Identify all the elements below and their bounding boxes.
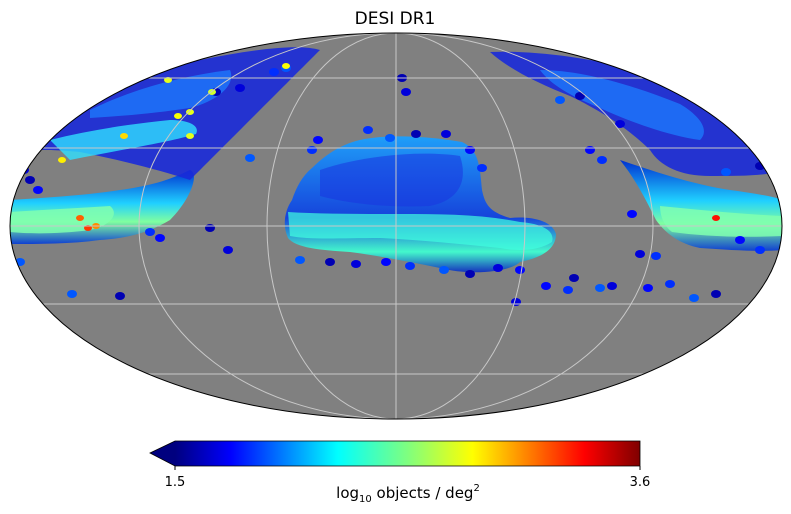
colorbar-label-rest: objects / deg xyxy=(372,484,474,502)
survey-tile xyxy=(295,256,305,264)
region-ngc-core xyxy=(320,153,463,207)
survey-tile xyxy=(635,250,645,258)
survey-tile xyxy=(351,260,361,268)
survey-tile xyxy=(115,292,125,300)
survey-tile xyxy=(643,284,653,292)
survey-tile xyxy=(401,88,411,96)
survey-tile xyxy=(313,136,323,144)
hot-spot-tile xyxy=(208,89,216,95)
survey-tile xyxy=(25,176,35,184)
survey-tile xyxy=(511,298,521,306)
survey-tile xyxy=(269,68,279,76)
survey-tile xyxy=(555,96,565,104)
survey-tile xyxy=(245,154,255,162)
survey-tile xyxy=(595,284,605,292)
survey-tile xyxy=(493,264,503,272)
survey-tile xyxy=(205,224,215,232)
region-north-cap-left-inner xyxy=(90,70,232,118)
survey-tile xyxy=(477,164,487,172)
survey-tile xyxy=(615,120,625,128)
survey-tile xyxy=(33,186,43,194)
survey-tile xyxy=(735,236,745,244)
survey-tile xyxy=(67,290,77,298)
colorbar-label-main: log xyxy=(336,484,359,502)
chart-title: DESI DR1 xyxy=(355,9,436,29)
meridian-ellipse xyxy=(138,33,654,419)
survey-tile xyxy=(755,246,765,254)
sky-map xyxy=(9,32,783,420)
survey-tile xyxy=(575,92,585,100)
density-layer xyxy=(10,47,782,306)
region-sgc-right-bright xyxy=(660,206,782,237)
survey-tile xyxy=(307,146,317,154)
hot-spot-tile xyxy=(712,215,720,221)
survey-tile xyxy=(665,280,675,288)
region-ngc-dense-band xyxy=(288,212,553,250)
survey-tile xyxy=(541,282,551,290)
survey-tile xyxy=(585,146,595,154)
colorbar-min-label: 1.5 xyxy=(165,475,186,490)
survey-tile xyxy=(755,162,765,170)
survey-tile xyxy=(381,258,391,266)
survey-tile xyxy=(627,210,637,218)
colorbar-label: log10 objects / deg2 xyxy=(336,483,480,505)
survey-tile xyxy=(439,266,449,274)
survey-tile xyxy=(363,126,373,134)
hot-spot-tile xyxy=(120,133,128,139)
hot-spot-tile xyxy=(76,215,84,221)
colorbar-label-superscript: 2 xyxy=(473,483,479,494)
colorbar: 1.5 3.6 log10 objects / deg2 xyxy=(149,440,651,505)
survey-tile xyxy=(711,290,721,298)
region-north-cap-left-strip xyxy=(50,120,197,160)
region-north-cap-right-inner xyxy=(540,70,704,140)
colorbar-label-subscript: 10 xyxy=(359,494,372,505)
survey-tile xyxy=(569,274,579,282)
survey-tile xyxy=(325,258,335,266)
survey-tile xyxy=(145,228,155,236)
survey-tile xyxy=(721,168,731,176)
survey-tile xyxy=(563,286,573,294)
survey-tile xyxy=(235,84,245,92)
colorbar-max-label: 3.6 xyxy=(630,475,651,490)
survey-tile xyxy=(405,262,415,270)
survey-tile xyxy=(385,134,395,142)
survey-tile xyxy=(19,166,29,174)
survey-tile xyxy=(465,270,475,278)
hot-spot-tile xyxy=(186,133,194,139)
survey-tile xyxy=(223,246,233,254)
map-outline xyxy=(9,32,783,420)
survey-tile xyxy=(155,234,165,242)
survey-tile xyxy=(651,252,661,260)
colorbar-extend-arrow xyxy=(150,441,175,466)
survey-tile xyxy=(515,266,525,274)
hot-spot-tile xyxy=(282,63,290,69)
meridian-ellipse xyxy=(266,33,526,419)
hot-spot-tile xyxy=(174,113,182,119)
hot-spot-tile xyxy=(186,109,194,115)
hot-spot-tile xyxy=(58,157,66,163)
survey-tile xyxy=(597,156,607,164)
colorbar-gradient xyxy=(175,441,640,466)
survey-tile xyxy=(689,294,699,302)
survey-tile xyxy=(411,130,421,138)
survey-tile xyxy=(607,282,617,290)
colorbar-outline xyxy=(149,440,641,467)
survey-tile xyxy=(441,130,451,138)
survey-tile xyxy=(465,146,475,154)
